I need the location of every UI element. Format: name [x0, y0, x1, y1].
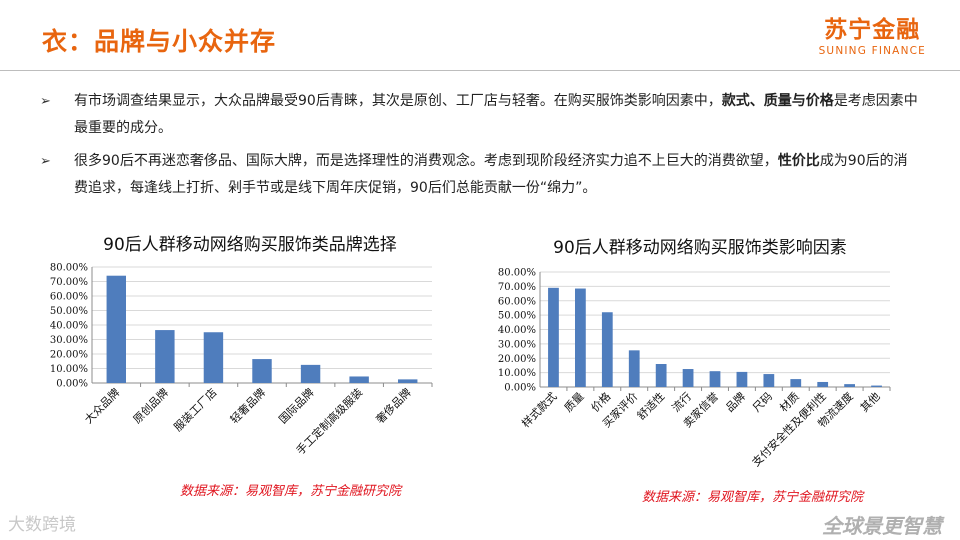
- x-tick-label: 质量: [562, 390, 587, 415]
- bullet-bold-text: 性价比: [777, 153, 820, 169]
- logo-cn-text: 苏宁金融: [824, 17, 921, 43]
- x-tick-label: 轻奢品牌: [227, 385, 268, 426]
- x-tick-label: 国际品牌: [276, 385, 317, 426]
- y-tick-label: 10.00%: [498, 368, 536, 379]
- bullet-text: 成为90后的消费追求，每逢线上打折、剁手节或是线下周年庆促销，90后们总能贡献一…: [74, 153, 908, 196]
- y-tick-label: 70.00%: [50, 277, 88, 288]
- x-tick-label: 服装工厂店: [171, 385, 220, 434]
- chart-title-brand: 90后人群移动网络购买服饰类品牌选择: [103, 235, 397, 255]
- watermark-left: 大数跨境: [8, 515, 76, 535]
- bar: [790, 379, 802, 387]
- bar: [575, 288, 586, 387]
- x-tick-label: 其他: [858, 390, 883, 415]
- bar: [655, 364, 667, 387]
- bar: [106, 275, 126, 383]
- y-tick-label: 60.00%: [498, 296, 536, 307]
- bar: [709, 371, 721, 387]
- bullet-item-1: ➢ 有市场调查结果显示，大众品牌最受90后青睐，其次是原创、工厂店与轻奢。在购买…: [40, 88, 920, 142]
- brand-logo: 苏宁金融 SUNING FINANCE: [819, 16, 926, 58]
- bullet-text: 很多90后不再迷恋奢侈品、国际大牌，而是选择理性的消费观念。考虑到现阶段经济实力…: [74, 153, 778, 169]
- watermark-right: 全球景更智慧: [822, 514, 942, 538]
- y-tick-label: 60.00%: [50, 292, 88, 303]
- y-tick-label: 80.00%: [498, 268, 536, 279]
- bar: [871, 385, 882, 387]
- bullet-list: ➢ 有市场调查结果显示，大众品牌最受90后青睐，其次是原创、工厂店与轻奢。在购买…: [40, 88, 920, 208]
- bar: [398, 379, 418, 383]
- x-tick-label: 品牌: [723, 389, 748, 414]
- x-tick-label: 大众品牌: [81, 385, 122, 426]
- chart-title-factors: 90后人群移动网络购买服饰类影响因素: [553, 238, 847, 258]
- bar: [817, 381, 829, 387]
- bar: [548, 287, 559, 387]
- bar: [252, 359, 272, 383]
- y-tick-label: 0.00%: [504, 383, 536, 394]
- y-tick-label: 80.00%: [50, 263, 88, 274]
- arrow-bullet-icon: ➢: [40, 154, 51, 169]
- chart-influence-factors: 0.00% 10.00% 20.00% 30.00% 40.00% 50.00% 60.00…: [498, 268, 891, 469]
- y-tick-label: 20.00%: [50, 350, 88, 361]
- y-tick-label: 0.00%: [56, 379, 88, 390]
- bullet-item-2: ➢ 很多90后不再迷恋奢侈品、国际大牌，而是选择理性的消费观念。考虑到现阶段经济…: [40, 148, 920, 202]
- bullet-bold-text: 款式、质量与价格: [721, 93, 834, 109]
- y-tick-label: 20.00%: [498, 354, 536, 365]
- title-divider: [0, 70, 960, 71]
- y-tick-label: 30.00%: [50, 335, 88, 346]
- bar: [601, 312, 613, 387]
- x-tick-label: 原创品牌: [130, 385, 171, 426]
- bar: [736, 371, 748, 387]
- x-tick-label: 样式款式: [519, 389, 560, 430]
- chart-brand-choice: 0.00% 10.00% 20.00% 30.00% 40.00% 50.00% 60.00…: [50, 263, 433, 457]
- x-tick-label: 尺码: [750, 390, 775, 415]
- y-tick-label: 40.00%: [498, 325, 536, 336]
- y-tick-label: 40.00%: [50, 321, 88, 332]
- y-tick-label: 30.00%: [498, 339, 536, 350]
- bar: [203, 332, 224, 383]
- bar: [844, 384, 855, 387]
- bar: [763, 374, 775, 387]
- data-source-left: 数据来源：易观智库，苏宁金融研究院: [180, 484, 402, 499]
- logo-en-text: SUNING FINANCE: [818, 45, 926, 57]
- bullet-text: 有市场调查结果显示，大众品牌最受90后青睐，其次是原创、工厂店与轻奢。在购买服饰…: [74, 93, 722, 109]
- y-tick-label: 50.00%: [50, 306, 88, 317]
- bar: [349, 376, 369, 383]
- bar: [300, 364, 321, 383]
- page-title: 衣：品牌与小众并存: [42, 27, 277, 56]
- arrow-bullet-icon: ➢: [40, 94, 51, 109]
- bullet-text: 是考虑因素中最重要的成分。: [74, 93, 918, 136]
- y-tick-label: 70.00%: [498, 282, 536, 293]
- y-tick-label: 10.00%: [50, 364, 88, 375]
- x-tick-label: 奢侈品牌: [373, 385, 414, 426]
- bar: [155, 330, 175, 383]
- bar: [628, 350, 640, 387]
- bar: [682, 369, 694, 387]
- data-source-right: 数据来源：易观智库，苏宁金融研究院: [642, 490, 864, 505]
- x-tick-label: 舒适性: [634, 389, 667, 422]
- y-tick-label: 50.00%: [498, 311, 536, 322]
